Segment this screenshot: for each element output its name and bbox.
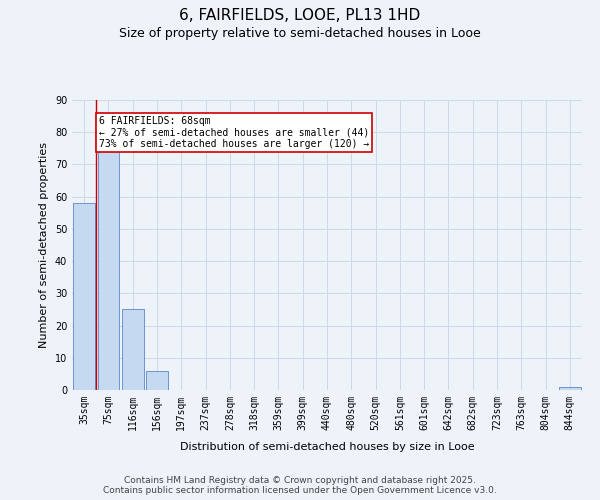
Bar bbox=[146, 370, 168, 390]
Text: 6, FAIRFIELDS, LOOE, PL13 1HD: 6, FAIRFIELDS, LOOE, PL13 1HD bbox=[179, 8, 421, 22]
Bar bbox=[122, 310, 143, 390]
Bar bbox=[97, 148, 119, 390]
Text: Contains HM Land Registry data © Crown copyright and database right 2025.
Contai: Contains HM Land Registry data © Crown c… bbox=[103, 476, 497, 495]
Bar bbox=[73, 203, 95, 390]
Text: Distribution of semi-detached houses by size in Looe: Distribution of semi-detached houses by … bbox=[179, 442, 475, 452]
Bar bbox=[559, 387, 581, 390]
Text: 6 FAIRFIELDS: 68sqm
← 27% of semi-detached houses are smaller (44)
73% of semi-d: 6 FAIRFIELDS: 68sqm ← 27% of semi-detach… bbox=[99, 116, 369, 150]
Text: Size of property relative to semi-detached houses in Looe: Size of property relative to semi-detach… bbox=[119, 28, 481, 40]
Y-axis label: Number of semi-detached properties: Number of semi-detached properties bbox=[39, 142, 49, 348]
